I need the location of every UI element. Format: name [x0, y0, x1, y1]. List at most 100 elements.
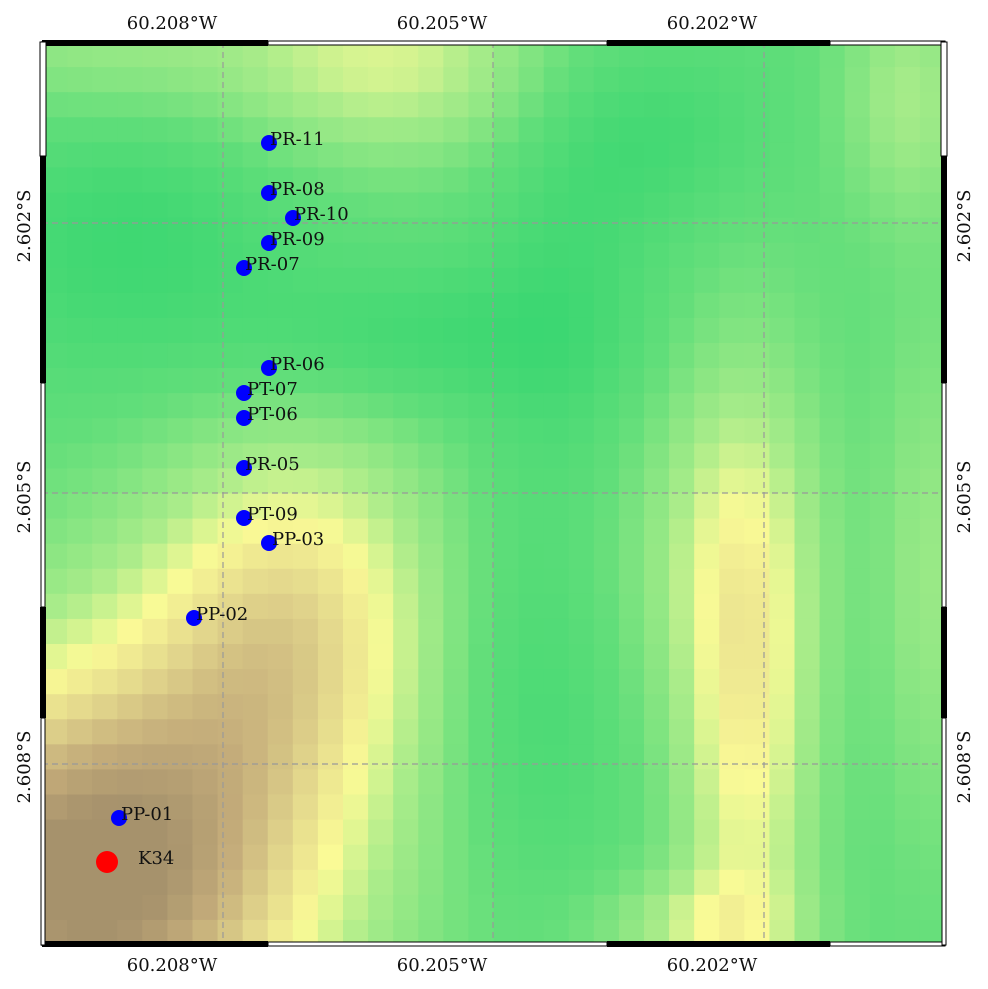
raster-cell	[468, 92, 495, 118]
raster-cell	[869, 543, 896, 570]
raster-cell	[543, 694, 570, 720]
raster-cell	[418, 769, 444, 796]
raster-cell	[42, 669, 68, 695]
raster-cell	[869, 267, 896, 294]
raster-cell	[844, 192, 871, 219]
raster-cell	[694, 644, 720, 670]
raster-cell	[919, 292, 945, 319]
raster-cell	[694, 317, 720, 344]
marker-pr-10[interactable]	[285, 210, 301, 226]
raster-cell	[317, 819, 344, 846]
raster-cell	[393, 468, 419, 495]
raster-cell	[568, 443, 595, 470]
raster-cell	[443, 593, 470, 620]
raster-cell	[869, 769, 896, 796]
raster-cell	[919, 568, 945, 595]
raster-cell	[368, 343, 394, 369]
raster-cell	[142, 644, 169, 670]
raster-cell	[393, 493, 419, 520]
raster-cell	[317, 543, 344, 570]
raster-cell	[894, 42, 921, 68]
raster-cell	[543, 568, 570, 595]
raster-cell	[468, 919, 495, 945]
marker-pr-05[interactable]	[236, 460, 252, 476]
marker-pp-03[interactable]	[261, 535, 277, 551]
raster-cell	[368, 368, 394, 394]
marker-pt-07[interactable]	[236, 385, 252, 401]
raster-cell	[919, 192, 945, 219]
marker-k34[interactable]	[96, 851, 118, 873]
raster-cell	[418, 543, 444, 570]
raster-cell	[267, 794, 294, 821]
raster-cell	[117, 493, 143, 520]
raster-cell	[217, 869, 244, 896]
raster-cell	[67, 67, 93, 93]
raster-cell	[468, 719, 495, 745]
raster-cell	[443, 167, 470, 194]
raster-cell	[167, 67, 194, 93]
raster-cell	[568, 142, 595, 169]
raster-cell	[644, 343, 670, 369]
raster-cell	[167, 217, 194, 244]
marker-pr-06[interactable]	[261, 360, 277, 376]
raster-cell	[368, 644, 394, 670]
raster-cell	[267, 719, 294, 745]
raster-cell	[267, 593, 294, 620]
raster-cell	[644, 769, 670, 796]
raster-cell	[317, 894, 344, 921]
raster-cell	[393, 769, 419, 796]
raster-cell	[869, 518, 896, 545]
raster-cell	[644, 518, 670, 545]
raster-cell	[217, 769, 244, 796]
raster-cell	[919, 719, 945, 745]
raster-cell	[543, 819, 570, 846]
raster-cell	[819, 694, 846, 720]
marker-pr-08[interactable]	[261, 185, 277, 201]
raster-cell	[844, 493, 871, 520]
raster-cell	[493, 142, 520, 169]
raster-cell	[368, 117, 394, 143]
raster-cell	[894, 543, 921, 570]
lat-tick-left-1: 2.602°S	[14, 190, 35, 263]
raster-cell	[719, 543, 745, 570]
raster-cell	[468, 67, 495, 93]
raster-cell	[167, 518, 194, 545]
marker-pr-07[interactable]	[236, 260, 252, 276]
raster-cell	[844, 744, 871, 771]
raster-cell	[844, 644, 871, 670]
marker-pt-06[interactable]	[236, 410, 252, 426]
raster-cell	[117, 343, 143, 369]
raster-cell	[468, 217, 495, 244]
raster-cell	[192, 42, 219, 68]
raster-cell	[92, 67, 118, 93]
raster-cell	[769, 117, 796, 143]
raster-cell	[468, 343, 495, 369]
raster-cell	[669, 292, 695, 319]
raster-cell	[618, 844, 645, 871]
raster-cell	[443, 67, 470, 93]
marker-pp-02[interactable]	[186, 610, 202, 626]
raster-cell	[317, 418, 344, 444]
raster-cell	[819, 719, 846, 745]
raster-cell	[543, 769, 570, 796]
raster-cell	[267, 618, 294, 645]
raster-cell	[192, 844, 219, 871]
raster-cell	[769, 719, 796, 745]
marker-pt-09[interactable]	[236, 510, 252, 526]
lon-tick-top-2: 60.205°W	[397, 13, 488, 34]
marker-pr-09[interactable]	[261, 235, 277, 251]
raster-cell	[894, 192, 921, 219]
raster-cell	[117, 167, 143, 194]
raster-cell	[869, 368, 896, 394]
raster-cell	[368, 393, 394, 419]
raster-cell	[618, 719, 645, 745]
marker-pr-11[interactable]	[261, 135, 277, 151]
raster-cell	[468, 844, 495, 871]
marker-pp-01[interactable]	[111, 810, 127, 826]
raster-cell	[744, 819, 771, 846]
raster-cell	[393, 719, 419, 745]
raster-cell	[593, 267, 620, 294]
raster-cell	[192, 92, 219, 118]
raster-cell	[568, 393, 595, 419]
raster-cell	[694, 618, 720, 645]
